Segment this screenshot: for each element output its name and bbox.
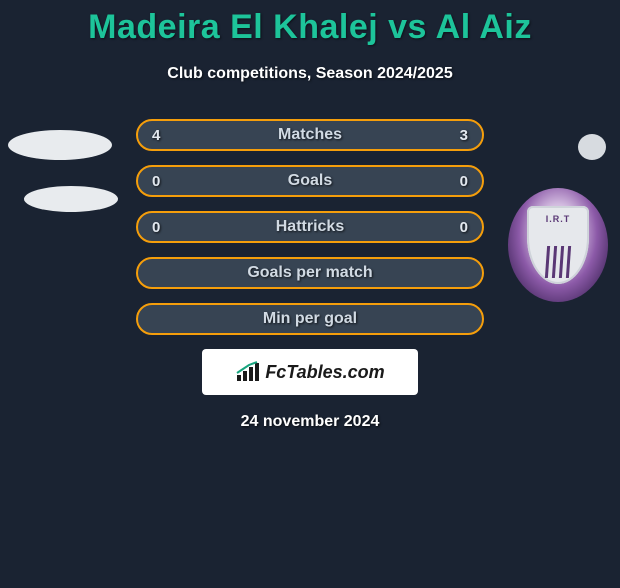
- stat-row-goals: 0 Goals 0: [136, 165, 484, 197]
- stat-left-value: 0: [152, 173, 160, 190]
- stat-label: Hattricks: [276, 218, 344, 236]
- date-label: 24 november 2024: [0, 413, 620, 431]
- stat-right-value: 0: [460, 219, 468, 236]
- stat-label: Goals: [288, 172, 332, 190]
- brand-box[interactable]: FcTables.com: [202, 349, 418, 395]
- stat-left-value: 0: [152, 219, 160, 236]
- bar-chart-icon: [235, 361, 261, 383]
- stat-label: Goals per match: [247, 264, 372, 282]
- page-title: Madeira El Khalej vs Al Aiz: [0, 8, 620, 47]
- stats-container: 4 Matches 3 0 Goals 0 0 Hattricks 0 Goal…: [0, 119, 620, 335]
- stat-right-value: 0: [460, 173, 468, 190]
- stat-right-value: 3: [460, 127, 468, 144]
- stat-row-goals-per-match: Goals per match: [136, 257, 484, 289]
- stat-row-min-per-goal: Min per goal: [136, 303, 484, 335]
- subtitle: Club competitions, Season 2024/2025: [0, 65, 620, 83]
- brand-text: FcTables.com: [265, 362, 384, 383]
- stat-label: Matches: [278, 126, 342, 144]
- stat-row-matches: 4 Matches 3: [136, 119, 484, 151]
- stat-left-value: 4: [152, 127, 160, 144]
- stat-label: Min per goal: [263, 310, 357, 328]
- stat-row-hattricks: 0 Hattricks 0: [136, 211, 484, 243]
